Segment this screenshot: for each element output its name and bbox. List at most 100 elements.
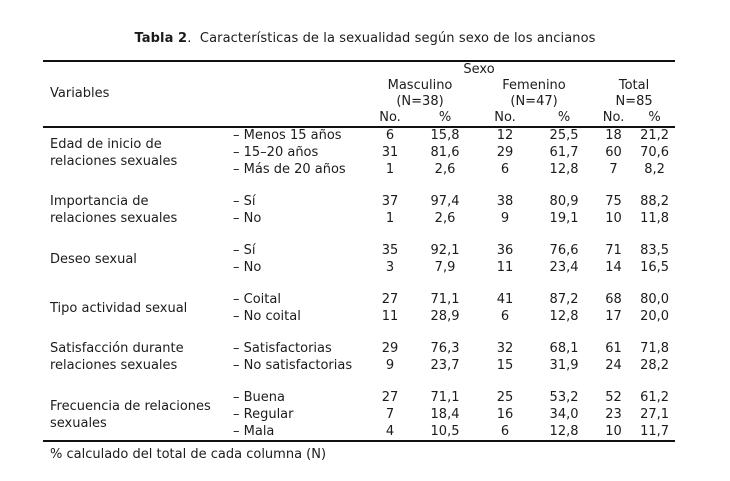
table-row: Frecuencia de relaciones sexuales – Buen… xyxy=(43,389,675,431)
cell-value: 71,8 xyxy=(640,341,670,356)
table-group-frecuencia: Frecuencia de relaciones sexuales – Buen… xyxy=(43,389,675,441)
header-no: No. xyxy=(494,110,516,125)
cell-value: 21,2 xyxy=(640,128,670,143)
category-label: – No xyxy=(233,260,262,275)
category-label: – Satisfactorias xyxy=(233,341,332,356)
group-spacer xyxy=(43,178,675,193)
cell-value: 16 xyxy=(496,407,514,422)
cell-value: 4 xyxy=(385,424,395,439)
cell-value: 87,2 xyxy=(549,292,579,307)
category-label: – Menos 15 años xyxy=(233,128,342,143)
table-row: Deseo sexual – Sí 35 92,1 36 76,6 71 83,… xyxy=(43,242,675,267)
cell-value: 19,1 xyxy=(549,211,579,226)
category-label: – Buena xyxy=(233,390,285,405)
cell-value: 81,6 xyxy=(430,145,460,160)
cell-value: 36 xyxy=(496,243,514,258)
cell-value: 12,8 xyxy=(549,309,579,324)
cell-value: 2,6 xyxy=(434,211,456,226)
cell-value: 18 xyxy=(605,128,622,143)
cell-value: 38 xyxy=(496,194,514,209)
category-label: – No xyxy=(233,211,262,226)
cell-value: 9 xyxy=(500,211,510,226)
table-row: – No 1 2,6 9 19,1 10 11,8 xyxy=(43,210,675,227)
cell-value: 68 xyxy=(605,292,622,307)
header-row-no-pct: No. % No. % No. % xyxy=(43,110,675,127)
category-label: – Más de 20 años xyxy=(233,162,346,177)
cell-value: 80,9 xyxy=(549,194,579,209)
variable-label: Deseo sexual xyxy=(50,251,137,267)
cell-value: 18,4 xyxy=(430,407,460,422)
cell-value: 6 xyxy=(500,424,510,439)
cell-value: 31 xyxy=(381,145,399,160)
cell-value: 31,9 xyxy=(549,358,579,373)
table-footnote: % calculado del total de cada columna (N… xyxy=(50,447,327,462)
header-no: No. xyxy=(602,110,625,125)
table-row: – Mala 4 10,5 6 12,8 10 11,7 xyxy=(43,423,675,441)
cell-value: 80,0 xyxy=(640,292,670,307)
cell-value: 27 xyxy=(381,292,399,307)
header-no: No. xyxy=(379,110,401,125)
cell-value: 2,6 xyxy=(434,162,456,177)
cell-value: 9 xyxy=(385,358,395,373)
category-label: – Sí xyxy=(233,243,256,258)
table-row: Importancia de relaciones sexuales – Sí … xyxy=(43,193,675,226)
cell-value: 88,2 xyxy=(640,194,670,209)
cell-value: 24 xyxy=(605,358,622,373)
group-spacer xyxy=(43,325,675,340)
cell-value: 41 xyxy=(496,292,514,307)
cell-value: 53,2 xyxy=(549,390,579,405)
cell-value: 52 xyxy=(605,390,622,405)
table-title: Tabla 2. Características de la sexualida… xyxy=(0,31,730,46)
cell-value: 23,4 xyxy=(549,260,579,275)
cell-value: 10 xyxy=(605,211,622,226)
header-femenino: Femenino xyxy=(502,78,566,93)
category-label: – 15–20 años xyxy=(233,145,319,160)
cell-value: 15 xyxy=(496,358,514,373)
table-row: Tipo actividad sexual – Coital 27 71,1 4… xyxy=(43,291,675,316)
cell-value: 92,1 xyxy=(430,243,460,258)
table-title-text: . Características de la sexualidad según… xyxy=(187,31,596,46)
cell-value: 83,5 xyxy=(640,243,670,258)
cell-value: 11 xyxy=(381,309,399,324)
cell-value: 10,5 xyxy=(430,424,460,439)
table-group-deseo: Deseo sexual – Sí 35 92,1 36 76,6 71 83,… xyxy=(43,242,675,291)
cell-value: 6 xyxy=(500,309,510,324)
cell-value: 28,2 xyxy=(640,358,670,373)
cell-value: 10 xyxy=(605,424,622,439)
header-sexo: Sexo xyxy=(463,62,495,77)
group-spacer xyxy=(43,276,675,291)
table-row: – No satisfactorias 9 23,7 15 31,9 24 28… xyxy=(43,357,675,374)
table-row: Edad de inicio de relaciones sexuales – … xyxy=(43,127,675,169)
header-spacer xyxy=(593,61,675,78)
cell-value: 23 xyxy=(605,407,622,422)
cell-value: 75 xyxy=(605,194,622,209)
cell-value: 60 xyxy=(605,145,622,160)
group-spacer xyxy=(43,374,675,389)
cell-value: 12,8 xyxy=(549,424,579,439)
header-pct: % xyxy=(557,110,571,125)
table-row: – 15–20 años 31 81,6 29 61,7 60 70,6 xyxy=(43,144,675,161)
cell-value: 25 xyxy=(496,390,514,405)
header-pct: % xyxy=(648,110,661,125)
header-pct: % xyxy=(438,110,452,125)
cell-value: 14 xyxy=(605,260,622,275)
variable-label: Tipo actividad sexual xyxy=(50,300,188,316)
cell-value: 35 xyxy=(381,243,399,258)
table-row: Satisfacción durante relaciones sexuales… xyxy=(43,340,675,373)
table-group-importancia: Importancia de relaciones sexuales – Sí … xyxy=(43,193,675,242)
cell-value: 7 xyxy=(385,407,395,422)
group-spacer xyxy=(43,227,675,242)
cell-value: 76,6 xyxy=(549,243,579,258)
header-femenino-n: (N=47) xyxy=(510,94,558,109)
cell-value: 25,5 xyxy=(549,128,579,143)
category-label: – Sí xyxy=(233,194,256,209)
table-header: Variables Sexo Masculino Femenino Total … xyxy=(43,61,676,127)
cell-value: 61,2 xyxy=(640,390,670,405)
cell-value: 11,8 xyxy=(640,211,670,226)
category-label: – No satisfactorias xyxy=(233,358,353,373)
cell-value: 11,7 xyxy=(640,424,670,439)
cell-value: 29 xyxy=(496,145,514,160)
variable-label: Edad de inicio de relaciones sexuales xyxy=(50,136,178,169)
cell-value: 7,9 xyxy=(434,260,456,275)
